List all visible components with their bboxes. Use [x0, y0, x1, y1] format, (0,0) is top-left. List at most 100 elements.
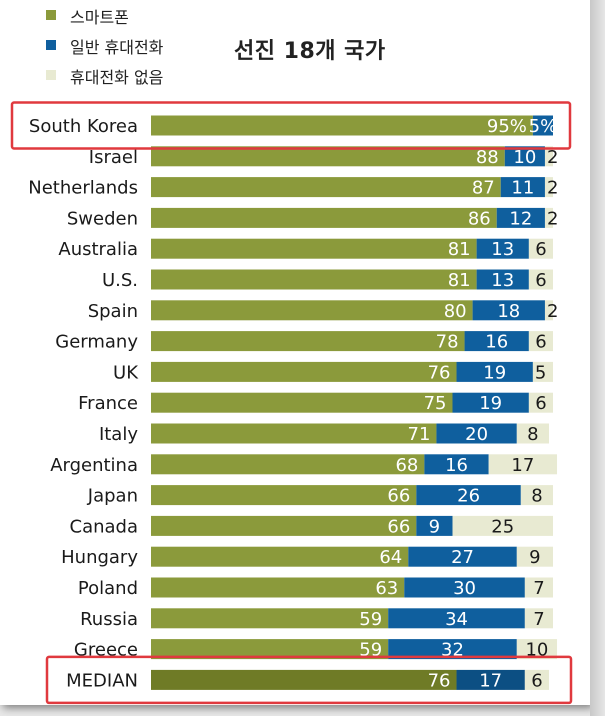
bar-segment-basic-phone-median: [456, 669, 525, 690]
bar-segment-smartphone-hungary: [151, 546, 409, 567]
bar-segment-basic-phone-israel: [504, 146, 545, 167]
value-label-smartphone-u-s: 81: [448, 270, 471, 291]
value-label-basic-phone-france: 19: [479, 393, 502, 414]
bar-segment-basic-phone-spain: [472, 300, 545, 321]
bar-segment-basic-phone-russia: [388, 608, 525, 629]
bar-segment-smartphone-greece: [151, 639, 389, 660]
value-label-smartphone-south-korea: 95%: [487, 116, 527, 137]
value-label-no-phone-japan: 8: [531, 486, 542, 507]
category-label-u-s: U.S.: [102, 270, 138, 291]
legend-label-no-phone: 휴대전화 없음: [70, 68, 164, 87]
value-label-smartphone-italy: 71: [408, 424, 431, 445]
value-label-no-phone-israel: 2: [547, 147, 558, 168]
bar-segment-basic-phone-argentina: [424, 454, 489, 475]
value-label-no-phone-poland: 7: [533, 578, 544, 599]
value-label-smartphone-spain: 80: [444, 301, 467, 322]
value-label-smartphone-uk: 76: [428, 362, 451, 383]
category-label-australia: Australia: [58, 239, 138, 260]
bar-segment-smartphone-germany: [151, 331, 465, 352]
value-label-basic-phone-japan: 26: [457, 486, 480, 507]
bar-segment-basic-phone-hungary: [408, 546, 517, 567]
value-label-basic-phone-u-s: 13: [491, 270, 514, 291]
bar-segment-no-phone-sweden: [544, 207, 553, 228]
category-label-poland: Poland: [78, 578, 138, 599]
legend-swatch-no-phone: [46, 70, 56, 80]
bar-segment-smartphone-median: [151, 669, 457, 690]
bar-segment-basic-phone-japan: [416, 485, 521, 506]
bar-segment-smartphone-netherlands: [151, 177, 501, 198]
value-label-basic-phone-israel: 10: [513, 147, 536, 168]
bar-segment-basic-phone-uk: [456, 361, 533, 382]
bar-segment-no-phone-israel: [544, 146, 553, 167]
value-label-no-phone-netherlands: 2: [547, 178, 558, 199]
category-label-sweden: Sweden: [67, 208, 138, 229]
value-label-basic-phone-canada: 9: [429, 516, 440, 537]
bar-segment-smartphone-uk: [151, 361, 457, 382]
bar-segment-no-phone-netherlands: [544, 177, 553, 198]
bar-segment-basic-phone-germany: [464, 331, 529, 352]
value-label-no-phone-spain: 2: [547, 301, 558, 322]
value-label-basic-phone-median: 17: [479, 670, 502, 691]
category-label-france: France: [78, 393, 138, 414]
highlight-box-south-korea: [10, 101, 572, 150]
bar-segment-smartphone-israel: [151, 146, 505, 167]
bar-segment-smartphone-australia: [151, 238, 477, 259]
value-label-smartphone-israel: 88: [476, 147, 499, 168]
bar-segment-no-phone-poland: [524, 577, 553, 598]
value-label-smartphone-greece: 59: [359, 640, 382, 661]
value-label-smartphone-germany: 78: [436, 332, 459, 353]
bar-segment-basic-phone-sweden: [496, 207, 545, 228]
value-label-no-phone-median: 6: [531, 670, 542, 691]
bar-segment-no-phone-italy: [516, 423, 549, 444]
bar-segment-smartphone-italy: [151, 423, 437, 444]
value-label-smartphone-netherlands: 87: [472, 178, 495, 199]
bar-segment-no-phone-u-s: [528, 269, 553, 290]
value-label-smartphone-hungary: 64: [379, 547, 402, 568]
value-label-no-phone-hungary: 9: [529, 547, 540, 568]
chart-title: 선진 18개 국가: [234, 39, 386, 64]
bar-segment-smartphone-argentina: [151, 454, 425, 475]
legend-label-basic-phone: 일반 휴대전화: [70, 38, 164, 57]
bar-segment-basic-phone-italy: [436, 423, 517, 444]
highlight-box-median: [45, 655, 573, 705]
value-label-no-phone-uk: 5: [535, 362, 546, 383]
category-label-germany: Germany: [55, 332, 138, 353]
value-label-basic-phone-germany: 16: [485, 332, 508, 353]
bar-segment-basic-phone-u-s: [476, 269, 529, 290]
value-label-basic-phone-sweden: 12: [509, 208, 532, 229]
value-label-basic-phone-australia: 13: [491, 239, 514, 260]
bar-segment-no-phone-france: [528, 392, 553, 413]
category-label-canada: Canada: [70, 516, 139, 537]
value-label-smartphone-sweden: 86: [468, 208, 491, 229]
value-label-basic-phone-spain: 18: [497, 301, 520, 322]
bar-segment-smartphone-france: [151, 392, 453, 413]
category-label-netherlands: Netherlands: [28, 178, 138, 199]
bar-segment-smartphone-spain: [151, 300, 473, 321]
category-label-italy: Italy: [99, 424, 138, 445]
bar-segment-basic-phone-france: [452, 392, 529, 413]
value-label-basic-phone-greece: 32: [441, 640, 464, 661]
legend-swatch-basic-phone: [46, 40, 56, 50]
bar-segment-basic-phone-canada: [416, 515, 453, 536]
value-label-smartphone-australia: 81: [448, 239, 471, 260]
value-label-smartphone-france: 75: [424, 393, 447, 414]
category-label-japan: Japan: [87, 486, 138, 507]
value-label-smartphone-median: 76: [428, 670, 451, 691]
value-label-smartphone-japan: 66: [387, 486, 410, 507]
value-label-basic-phone-poland: 30: [453, 578, 476, 599]
bar-segment-basic-phone-south-korea: [532, 115, 553, 136]
value-label-no-phone-russia: 7: [533, 609, 544, 630]
bar-segment-smartphone-sweden: [151, 207, 497, 228]
value-label-basic-phone-uk: 19: [483, 362, 506, 383]
value-label-no-phone-italy: 8: [527, 424, 538, 445]
value-label-smartphone-argentina: 68: [395, 455, 418, 476]
bar-segment-smartphone-japan: [151, 485, 417, 506]
bar-segment-no-phone-russia: [524, 608, 553, 629]
category-label-spain: Spain: [88, 301, 138, 322]
bar-segment-no-phone-greece: [516, 639, 558, 660]
bar-segment-smartphone-canada: [151, 515, 417, 536]
bar-segment-basic-phone-poland: [404, 577, 525, 598]
bar-segment-no-phone-spain: [544, 300, 553, 321]
bar-segment-no-phone-argentina: [488, 454, 558, 475]
